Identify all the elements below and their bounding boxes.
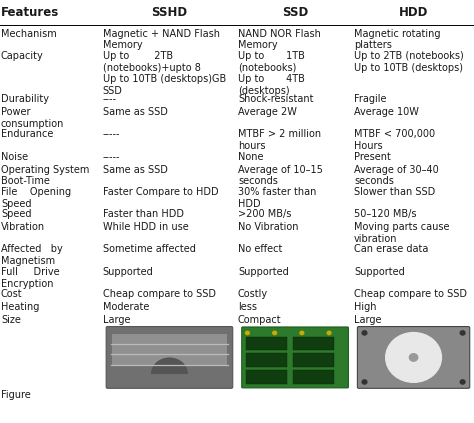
Circle shape xyxy=(460,380,465,384)
Text: -----: ----- xyxy=(103,129,120,140)
Text: While HDD in use: While HDD in use xyxy=(103,222,189,232)
Circle shape xyxy=(246,331,249,335)
Circle shape xyxy=(460,331,465,335)
Text: MTBF < 700,000
Hours: MTBF < 700,000 Hours xyxy=(354,129,435,151)
Text: less: less xyxy=(238,302,257,312)
Circle shape xyxy=(386,332,441,382)
Text: None: None xyxy=(238,152,264,162)
Circle shape xyxy=(327,331,331,335)
Text: HDD: HDD xyxy=(399,6,428,19)
Text: Features: Features xyxy=(1,6,59,19)
Text: Vibration: Vibration xyxy=(1,222,45,232)
Text: Large: Large xyxy=(103,315,130,325)
Text: Power
consumption: Power consumption xyxy=(1,107,64,129)
Wedge shape xyxy=(151,357,188,374)
Text: Supported: Supported xyxy=(354,267,405,277)
Text: Moving parts cause
vibration: Moving parts cause vibration xyxy=(354,222,449,244)
Text: File    Opening
Speed: File Opening Speed xyxy=(1,187,71,209)
Text: Compact: Compact xyxy=(238,315,282,325)
Text: Magnetic + NAND Flash
Memory: Magnetic + NAND Flash Memory xyxy=(103,29,220,50)
Text: Affected   by
Magnetism: Affected by Magnetism xyxy=(1,244,63,266)
Bar xyxy=(246,353,287,367)
Circle shape xyxy=(273,331,276,335)
Text: Durability: Durability xyxy=(1,94,49,104)
Text: Up to       1TB
(notebooks)
Up to       4TB
(desktops): Up to 1TB (notebooks) Up to 4TB (desktop… xyxy=(238,51,305,96)
Text: SSD: SSD xyxy=(282,6,308,19)
Text: Endurance: Endurance xyxy=(1,129,53,140)
Text: Size: Size xyxy=(1,315,21,325)
Circle shape xyxy=(410,354,418,361)
Text: No effect: No effect xyxy=(238,244,283,255)
Text: Moderate: Moderate xyxy=(103,302,149,312)
Text: No Vibration: No Vibration xyxy=(238,222,299,232)
Text: Figure: Figure xyxy=(1,390,31,400)
Text: Shock-resistant: Shock-resistant xyxy=(238,94,313,104)
Bar xyxy=(293,370,334,384)
Text: SSHD: SSHD xyxy=(151,6,188,19)
Text: Cheap compare to SSD: Cheap compare to SSD xyxy=(354,289,467,299)
Text: Capacity: Capacity xyxy=(1,51,44,61)
Text: Speed: Speed xyxy=(1,209,31,220)
Text: Supported: Supported xyxy=(103,267,154,277)
Text: Cost: Cost xyxy=(1,289,23,299)
Bar xyxy=(246,337,287,350)
Text: High: High xyxy=(354,302,376,312)
Text: Slower than SSD: Slower than SSD xyxy=(354,187,435,197)
Text: 50–120 MB/s: 50–120 MB/s xyxy=(354,209,417,220)
Text: Up to        2TB
(notebooks)+upto 8
Up to 10TB (desktops)GB
SSD: Up to 2TB (notebooks)+upto 8 Up to 10TB … xyxy=(103,51,226,96)
Text: Large: Large xyxy=(354,315,382,325)
Text: Average 10W: Average 10W xyxy=(354,107,419,117)
Text: Faster than HDD: Faster than HDD xyxy=(103,209,184,220)
Bar xyxy=(293,353,334,367)
Text: Sometime affected: Sometime affected xyxy=(103,244,196,255)
Circle shape xyxy=(300,331,304,335)
Text: Present: Present xyxy=(354,152,391,162)
Text: Same as SSD: Same as SSD xyxy=(103,165,168,175)
Text: Full     Drive
Encryption: Full Drive Encryption xyxy=(1,267,60,288)
Text: Mechanism: Mechanism xyxy=(1,29,57,39)
Text: Costly: Costly xyxy=(238,289,268,299)
Bar xyxy=(112,334,227,366)
Text: ----: ---- xyxy=(103,94,117,104)
Text: Cheap compare to SSD: Cheap compare to SSD xyxy=(103,289,216,299)
Text: Fragile: Fragile xyxy=(354,94,387,104)
Text: Average of 10–15
seconds: Average of 10–15 seconds xyxy=(238,165,323,186)
Bar xyxy=(293,337,334,350)
Text: Average 2W: Average 2W xyxy=(238,107,297,117)
Text: 30% faster than
HDD: 30% faster than HDD xyxy=(238,187,316,209)
Text: Same as SSD: Same as SSD xyxy=(103,107,168,117)
Circle shape xyxy=(362,331,367,335)
Text: Up to 2TB (notebooks)
Up to 10TB (desktops): Up to 2TB (notebooks) Up to 10TB (deskto… xyxy=(354,51,464,73)
FancyBboxPatch shape xyxy=(357,327,470,388)
Text: Average of 30–40
seconds: Average of 30–40 seconds xyxy=(354,165,439,186)
Text: Heating: Heating xyxy=(1,302,39,312)
Text: NAND NOR Flash
Memory: NAND NOR Flash Memory xyxy=(238,29,321,50)
FancyBboxPatch shape xyxy=(242,327,348,388)
Text: Noise: Noise xyxy=(1,152,28,162)
Text: >200 MB/s: >200 MB/s xyxy=(238,209,292,220)
Text: -----: ----- xyxy=(103,152,120,162)
Text: Can erase data: Can erase data xyxy=(354,244,428,255)
Text: Magnetic rotating
platters: Magnetic rotating platters xyxy=(354,29,440,50)
FancyBboxPatch shape xyxy=(106,327,233,388)
Text: Faster Compare to HDD: Faster Compare to HDD xyxy=(103,187,219,197)
Text: Supported: Supported xyxy=(238,267,289,277)
Text: Operating System
Boot-Time: Operating System Boot-Time xyxy=(1,165,89,186)
Bar xyxy=(246,370,287,384)
Text: MTBF > 2 million
hours: MTBF > 2 million hours xyxy=(238,129,321,151)
Circle shape xyxy=(362,380,367,384)
